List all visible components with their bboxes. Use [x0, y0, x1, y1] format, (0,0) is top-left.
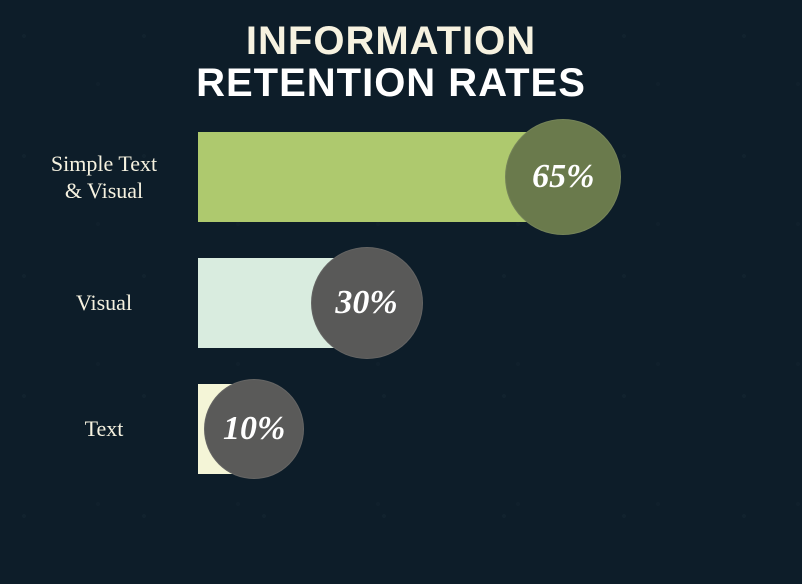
- chart-row: Text10%: [20, 384, 752, 474]
- bar-track: 65%: [198, 132, 752, 222]
- title-line-2: RETENTION RATES: [20, 62, 762, 104]
- retention-bar-chart: Simple Text& Visual65%Visual30%Text10%: [20, 132, 762, 474]
- value-badge: 65%: [505, 119, 621, 235]
- value-badge: 30%: [311, 247, 423, 359]
- bar-track: 10%: [198, 384, 752, 474]
- chart-row: Visual30%: [20, 258, 752, 348]
- value-badge: 10%: [204, 379, 304, 479]
- infographic-container: INFORMATION RETENTION RATES Simple Text&…: [0, 0, 802, 584]
- bar-fill: 65%: [198, 132, 563, 222]
- bar-track: 30%: [198, 258, 752, 348]
- bar-fill: 30%: [198, 258, 367, 348]
- bar-label: Visual: [20, 289, 198, 317]
- chart-title: INFORMATION RETENTION RATES: [20, 20, 762, 104]
- bar-fill: 10%: [198, 384, 254, 474]
- bar-label: Simple Text& Visual: [20, 150, 198, 205]
- title-line-1: INFORMATION: [20, 20, 762, 62]
- bar-label: Text: [20, 415, 198, 443]
- chart-row: Simple Text& Visual65%: [20, 132, 752, 222]
